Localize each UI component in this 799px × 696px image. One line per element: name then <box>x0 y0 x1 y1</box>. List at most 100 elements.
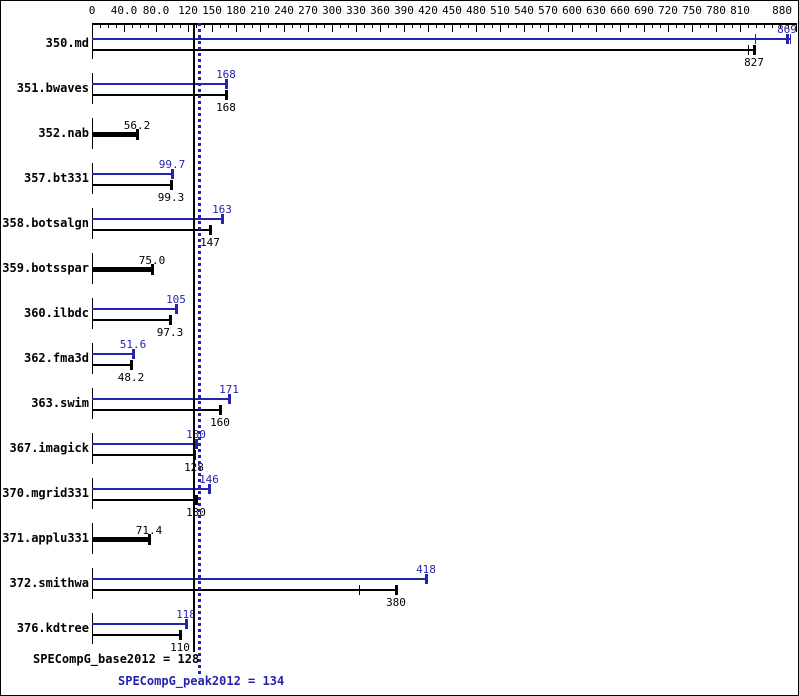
benchmark-label: 350.md <box>45 36 89 50</box>
base-value-label: 110 <box>170 641 190 654</box>
axis-tick-label: 180 <box>226 4 246 17</box>
row-start-tick <box>92 28 93 59</box>
peak-value-label: 418 <box>416 563 436 576</box>
axis-tick <box>380 23 381 32</box>
axis-tick <box>268 23 269 28</box>
bar-end-cap <box>228 394 231 404</box>
axis-tick <box>236 23 237 32</box>
base-bar <box>92 537 149 542</box>
bar-end-cap <box>132 349 135 359</box>
benchmark-label: 367.imagick <box>9 441 89 455</box>
base-bar <box>92 589 396 591</box>
base-value-label: 99.3 <box>157 191 185 204</box>
axis-tick-label: 300 <box>322 4 342 17</box>
base-value-label: 97.3 <box>156 326 184 339</box>
axis-tick-label: 810 <box>730 4 750 17</box>
axis-tick <box>540 23 541 28</box>
benchmark-label: 370.mgrid331 <box>2 486 89 500</box>
axis-tick <box>172 23 173 28</box>
axis-tick <box>788 23 789 28</box>
axis-tick <box>332 23 333 32</box>
axis-tick <box>436 23 437 28</box>
axis-tick-label: 510 <box>490 4 510 17</box>
axis-tick <box>316 23 317 28</box>
peak-bar <box>92 173 172 175</box>
run-mark-tick <box>755 34 756 44</box>
peak-value-label: 146 <box>199 473 219 486</box>
bar-end-cap <box>221 214 224 224</box>
bar-end-cap <box>175 304 178 314</box>
axis-tick <box>180 23 181 28</box>
benchmark-label: 357.bt331 <box>23 171 89 185</box>
peak-bar <box>92 353 133 355</box>
axis-tick <box>668 23 669 32</box>
bar-end-cap <box>225 79 228 89</box>
axis-tick <box>148 23 149 28</box>
axis-tick <box>444 23 445 28</box>
peak-bar <box>92 443 196 445</box>
axis-tick <box>476 23 477 32</box>
row-start-tick <box>92 298 93 329</box>
row-start-tick <box>92 433 93 464</box>
axis-tick <box>428 23 429 32</box>
peak-bar <box>92 578 426 580</box>
row-start-tick <box>92 568 93 599</box>
axis-tick <box>524 23 525 32</box>
axis-tick <box>324 23 325 28</box>
base-reference-line <box>193 23 195 652</box>
axis-tick <box>556 23 557 28</box>
axis-tick <box>700 23 701 28</box>
axis-tick-label: 880 <box>772 4 792 17</box>
peak-score-label: SPECompG_peak2012 = 134 <box>118 674 285 688</box>
bar-end-cap <box>169 315 172 325</box>
peak-reference-line <box>198 23 201 674</box>
axis-tick <box>220 23 221 28</box>
axis-tick <box>364 23 365 28</box>
peak-value-label: 99.7 <box>158 158 186 171</box>
axis-tick <box>404 23 405 32</box>
bar-end-cap <box>786 34 789 44</box>
axis-tick <box>692 23 693 32</box>
axis-tick-label: 150 <box>202 4 222 17</box>
axis-tick <box>588 23 589 28</box>
bar-end-cap <box>136 129 139 140</box>
benchmark-label: 363.swim <box>31 396 89 410</box>
axis-tick <box>348 23 349 28</box>
bar-end-cap <box>425 574 428 584</box>
benchmark-label: 359.botsspar <box>2 261 89 275</box>
peak-value-label: 869 <box>777 23 797 36</box>
axis-tick <box>732 23 733 28</box>
axis-tick <box>132 23 133 28</box>
base-value-label: 56.2 <box>123 119 151 132</box>
benchmark-label: 376.kdtree <box>16 621 89 635</box>
base-bar <box>92 49 754 51</box>
axis-tick <box>780 23 781 28</box>
axis-tick-label: 720 <box>658 4 678 17</box>
base-bar <box>92 634 180 636</box>
axis-tick-label: 480 <box>466 4 486 17</box>
axis-tick <box>500 23 501 32</box>
axis-tick <box>452 23 453 32</box>
peak-bar <box>92 38 790 40</box>
bar-end-cap <box>179 630 182 640</box>
axis-tick <box>300 23 301 28</box>
row-start-tick <box>92 388 93 419</box>
axis-tick <box>156 23 157 32</box>
axis-tick-label: 270 <box>298 4 318 17</box>
benchmark-label: 372.smithwa <box>9 576 89 590</box>
axis-tick-label: 450 <box>442 4 462 17</box>
axis-tick <box>764 23 765 28</box>
axis-tick <box>124 23 125 32</box>
base-bar <box>92 409 220 411</box>
axis-tick <box>420 23 421 28</box>
row-start-tick <box>92 478 93 509</box>
bar-end-cap <box>130 360 133 370</box>
axis-tick <box>756 23 757 28</box>
run-mark-tick <box>748 45 749 55</box>
axis-tick-label: 360 <box>370 4 390 17</box>
peak-bar <box>92 488 209 490</box>
peak-bar <box>92 218 222 220</box>
bar-end-cap <box>195 495 198 505</box>
